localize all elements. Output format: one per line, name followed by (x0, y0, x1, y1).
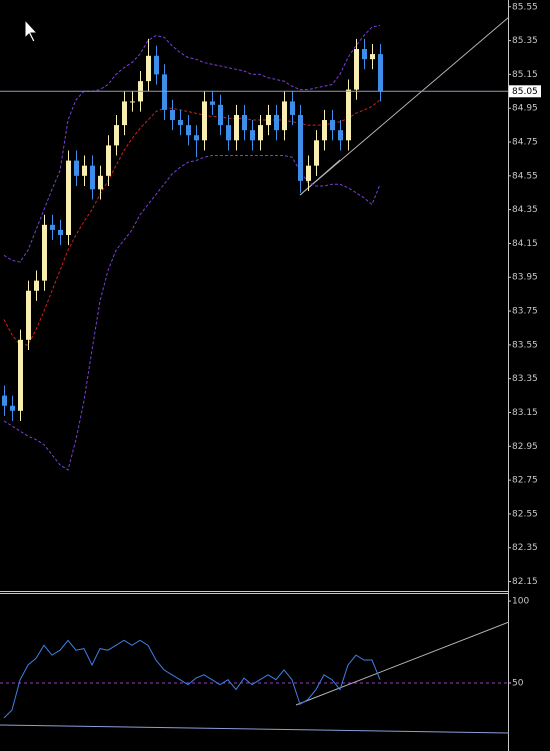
candle-body (202, 101, 207, 141)
y-tick-label: 85.55 (512, 2, 538, 12)
y-tick-label: 84.35 (512, 205, 538, 215)
candle-body (154, 55, 159, 75)
candle-body (2, 395, 7, 406)
candle-body (330, 120, 335, 131)
candle-body (162, 74, 167, 110)
candle-body (338, 130, 343, 141)
candle-body (266, 114, 271, 126)
candle-body (210, 101, 215, 105)
candle-body (290, 101, 295, 115)
candle-body (18, 339, 23, 411)
y-tick-label: 83.35 (512, 374, 538, 384)
candle-body (354, 49, 359, 90)
indicator-line (3, 639, 381, 719)
y-tick-label: 82.95 (512, 442, 538, 452)
trend-line (299, 159, 341, 196)
y-tick-label: 82.55 (512, 509, 538, 519)
y-tick-label: 100 (512, 597, 529, 607)
candle-body (186, 125, 191, 136)
candle-body (34, 280, 39, 291)
mouse-cursor (24, 18, 39, 43)
candle-body (346, 89, 351, 141)
y-tick-label: 84.15 (512, 239, 538, 249)
candle-body (42, 224, 47, 281)
candle-body (106, 145, 111, 176)
candle-body (298, 114, 303, 181)
y-tick-label: 84.75 (512, 138, 538, 148)
band-line (3, 99, 381, 346)
candle-body (98, 175, 103, 190)
candle-body (250, 130, 255, 141)
candle-body (130, 101, 135, 103)
candle-body (226, 125, 231, 141)
candle-body (90, 165, 95, 190)
candle-body (178, 120, 183, 126)
candle-body (10, 405, 15, 411)
plot-layer: 85.55 85.35 85.15 84.95 84.75 84.55 84.35 84.15… (0, 2, 541, 719)
candle-body (74, 160, 79, 176)
band-line (3, 155, 381, 471)
rsi-trend-line (295, 621, 510, 706)
candle-body (362, 49, 367, 60)
candle-body (306, 165, 311, 181)
candle-body (282, 101, 287, 131)
current-price-box (509, 85, 541, 98)
y-tick-label: 83.95 (512, 273, 538, 283)
candle-body (58, 229, 63, 235)
candle-body (242, 114, 247, 131)
candle-body (370, 54, 375, 60)
y-tick-label: 82.35 (512, 543, 538, 553)
rsi-trend-line (0, 724, 510, 734)
y-tick-label: 50 (512, 678, 524, 688)
y-tick-label: 84.95 (512, 104, 538, 114)
candle-body (322, 120, 327, 141)
y-tick-label: 84.55 (512, 171, 538, 181)
candle-body (218, 104, 223, 126)
candle-body (26, 290, 31, 340)
band-line (3, 24, 381, 263)
y-tick-label: 82.75 (512, 476, 538, 486)
candle-body (314, 140, 319, 166)
candle-body (258, 125, 263, 141)
candle-body (274, 114, 279, 131)
candle-body (234, 114, 239, 141)
candle-body (194, 135, 199, 141)
y-tick-label: 85.35 (512, 36, 538, 46)
candle-body (170, 109, 175, 121)
trend-line (299, 16, 510, 196)
candle-body (378, 54, 383, 92)
current-price-label: 85.05 (512, 87, 538, 97)
candle-body (114, 125, 119, 146)
candle-body (50, 224, 55, 230)
candle-body (146, 55, 151, 82)
y-tick-label: 83.15 (512, 408, 538, 418)
candle-body (122, 101, 127, 126)
y-tick-label: 83.75 (512, 307, 538, 317)
candle-body (66, 160, 71, 235)
y-tick-label: 83.55 (512, 340, 538, 350)
y-tick-label: 82.15 (512, 577, 538, 587)
candle-body (82, 165, 87, 176)
y-tick-label: 85.15 (512, 70, 538, 80)
